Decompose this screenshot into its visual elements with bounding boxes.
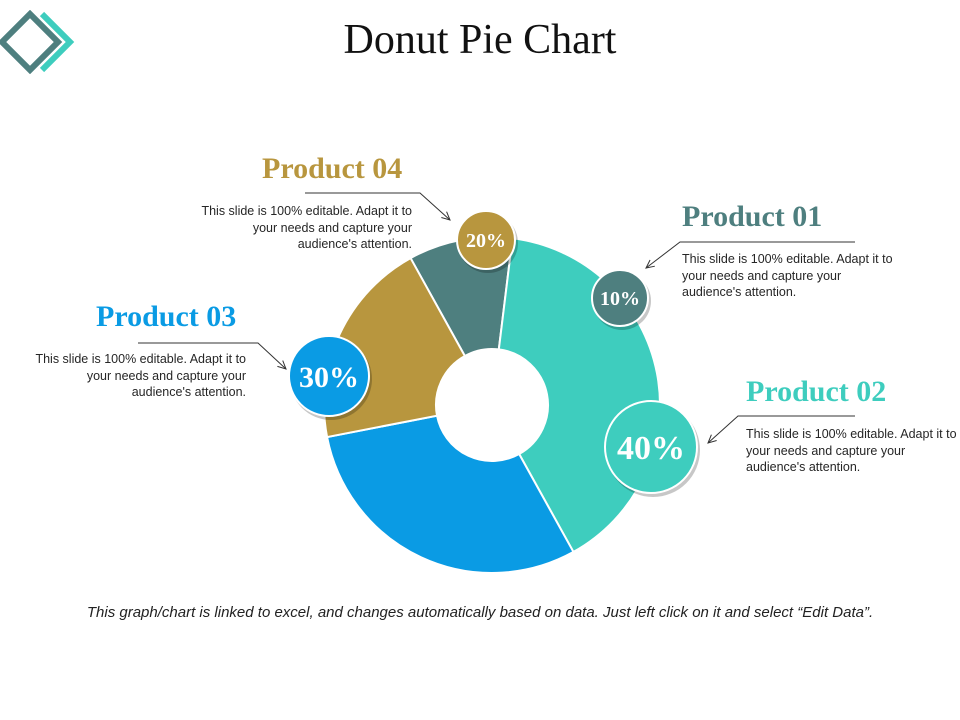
product-04-title: Product 04 (262, 152, 403, 185)
value-badge-product-01: 10% (591, 269, 651, 330)
product-01-description: This slide is 100% editable. Adapt it to… (682, 252, 893, 299)
connector-product-02 (707, 415, 855, 444)
footer-note: This graph/chart is linked to excel, and… (86, 604, 874, 621)
product-01-title: Product 01 (682, 200, 823, 233)
value-label: 10% (600, 288, 640, 310)
value-label: 40% (617, 430, 685, 467)
connector-product-04 (305, 192, 451, 221)
value-label: 30% (299, 361, 359, 394)
value-badge-product-03: 30% (288, 335, 372, 420)
product-04-description: This slide is 100% editable. Adapt it to… (201, 204, 412, 251)
product-02-title: Product 02 (746, 375, 887, 408)
connector-product-03 (138, 342, 287, 370)
connector-product-01-arrowhead (645, 259, 655, 269)
donut-slice-product-03 (325, 414, 575, 574)
connector-product-02-arrowhead (707, 434, 717, 444)
product-03-description: This slide is 100% editable. Adapt it to… (35, 352, 246, 399)
connector-product-01 (645, 241, 855, 269)
connector-product-03-arrowhead (277, 360, 287, 370)
value-label: 20% (466, 230, 506, 252)
diamond-logo-icon (0, 10, 75, 74)
value-badge-product-04: 20% (456, 210, 518, 273)
page-title: Donut Pie Chart (343, 17, 617, 63)
product-03-title: Product 03 (96, 300, 237, 333)
product-02-description: This slide is 100% editable. Adapt it to… (746, 427, 957, 474)
value-badge-product-02: 40% (604, 400, 700, 497)
connector-product-04-arrowhead (441, 211, 451, 221)
